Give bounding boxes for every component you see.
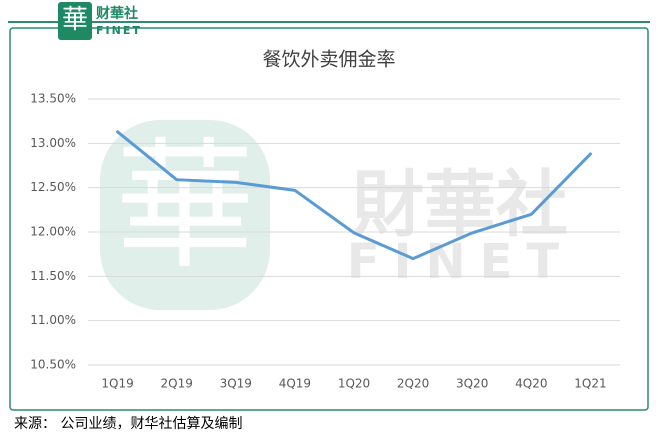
y-tick-label: 12.50%	[30, 180, 76, 194]
data-line	[116, 130, 592, 261]
watermark-sub: FINET	[347, 234, 573, 290]
y-tick-label: 13.50%	[30, 92, 76, 106]
x-tick-label: 4Q20	[515, 377, 547, 391]
x-tick-label: 1Q21	[574, 377, 606, 391]
logo-badge	[58, 2, 92, 40]
watermark-mark: 華	[115, 126, 255, 289]
y-tick-label: 12.00%	[30, 225, 76, 239]
y-tick-label: 11.00%	[30, 313, 76, 327]
chart-frame	[9, 27, 649, 411]
source-note: 来源： 公司业绩，财华社估算及编制	[14, 416, 242, 432]
x-tick-label: 4Q19	[279, 377, 311, 391]
y-tick-label: 13.00%	[30, 136, 76, 150]
x-tick-label: 1Q20	[338, 377, 370, 391]
x-tick-label: 2Q19	[160, 377, 192, 391]
y-tick-label: 11.50%	[30, 269, 76, 283]
y-tick-label: 10.50%	[30, 358, 76, 372]
x-tick-label: 1Q19	[101, 377, 133, 391]
watermark-badge	[100, 120, 270, 310]
x-tick-label: 3Q19	[220, 377, 252, 391]
logo-mark: 華	[62, 5, 88, 35]
watermark-name: 財華社	[352, 163, 568, 247]
x-tick-label: 3Q20	[456, 377, 488, 391]
logo-sub: FINET	[96, 24, 142, 37]
watermark: 華 財華社 FINET	[100, 120, 573, 310]
logo-name: 财華社	[95, 5, 138, 22]
x-tick-label: 2Q20	[397, 377, 429, 391]
chart-title: 餐饮外卖佣金率	[262, 49, 395, 71]
